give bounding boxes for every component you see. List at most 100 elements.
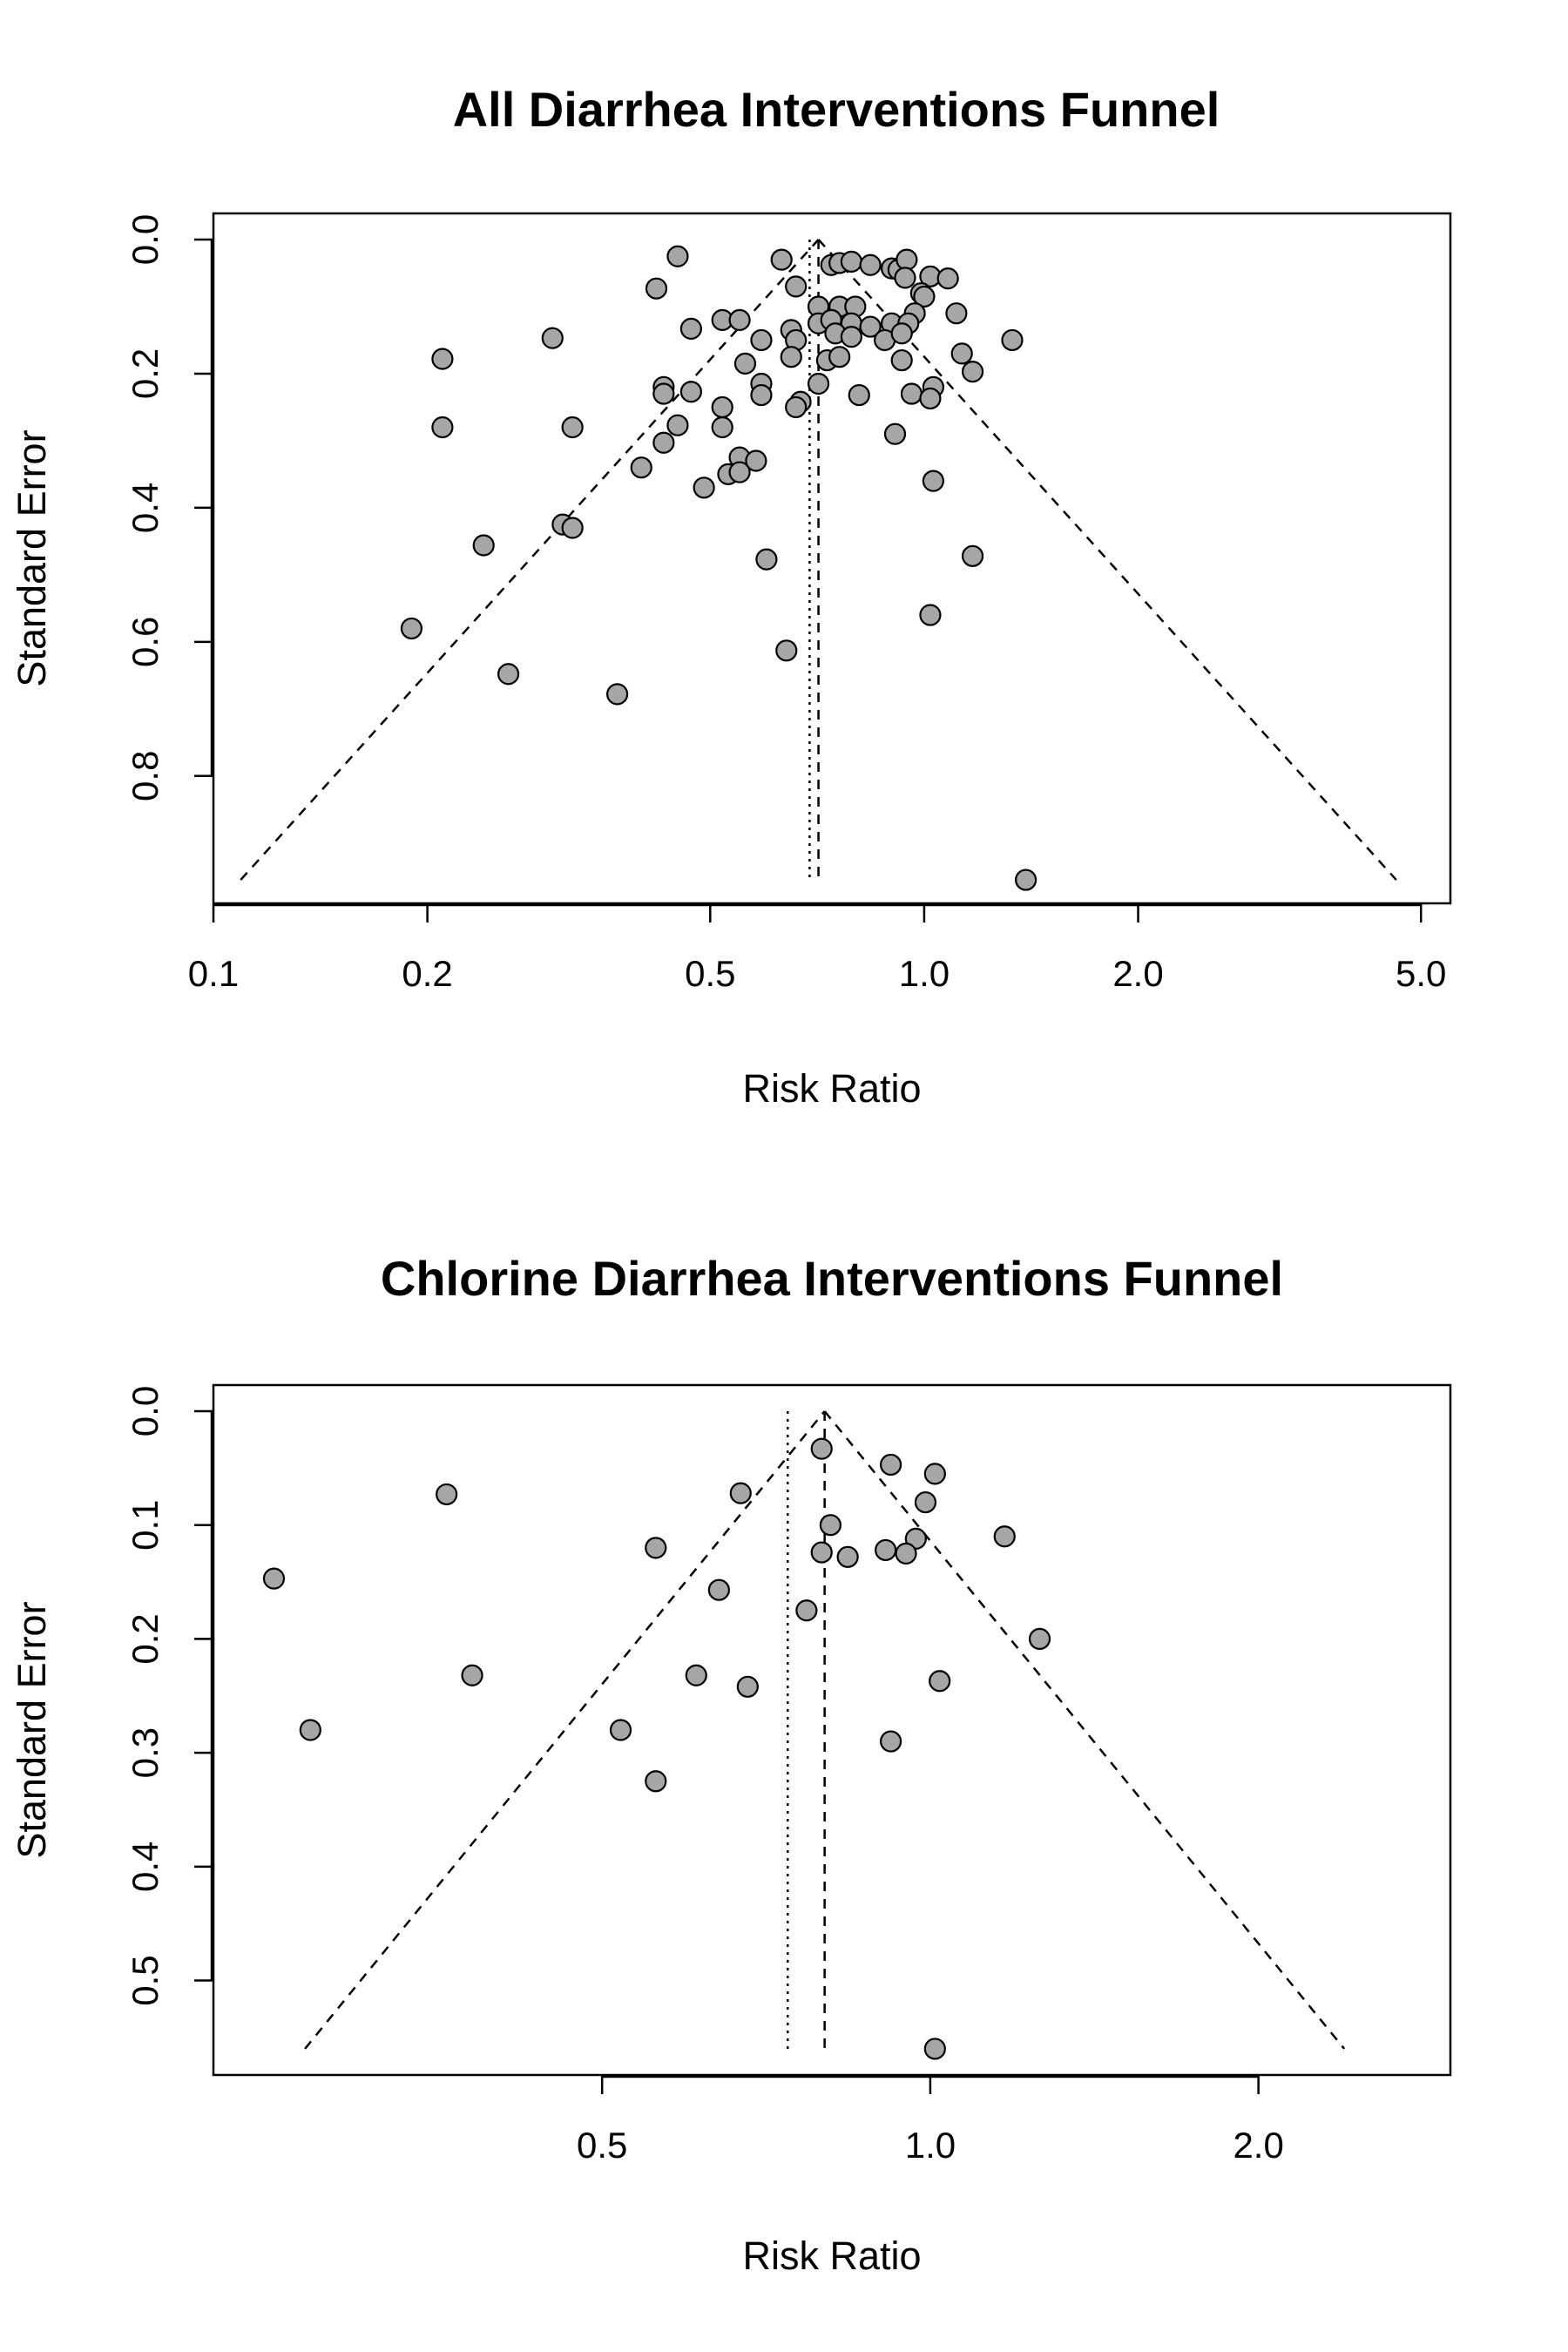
study-point [736, 1675, 759, 1698]
study-point [875, 1538, 897, 1562]
study-point [919, 604, 942, 626]
study-point [436, 1483, 458, 1506]
funnel-right-boundary [817, 239, 1397, 881]
x-axis: 0.1 0.2 0.5 1.0 2.0 5.0 [188, 903, 1446, 994]
study-point [795, 1599, 818, 1622]
study-point [859, 253, 882, 276]
study-point [400, 617, 423, 640]
study-point [950, 342, 973, 365]
study-point [750, 383, 773, 407]
study-point [299, 1719, 321, 1741]
study-point [729, 1482, 752, 1504]
study-point [666, 245, 689, 267]
y-tick-label: 0.0 [125, 214, 166, 265]
study-point [728, 461, 751, 483]
study-point [895, 1542, 917, 1565]
x-tick-label: 1.0 [899, 953, 950, 994]
y-axis-label: Standard Error [10, 1601, 54, 1858]
study-point [679, 317, 702, 340]
x-tick-label: 5.0 [1396, 953, 1446, 994]
x-tick-label: 0.5 [577, 2125, 627, 2166]
all-interventions-funnel-panel: All Diarrhea Interventions Funnel 0.1 0.2… [10, 82, 1452, 1111]
plot-frame [212, 212, 1452, 905]
study-point [922, 470, 944, 492]
y-tick-label: 0.4 [125, 483, 166, 533]
study-point [679, 381, 702, 403]
y-tick-label: 0.6 [125, 617, 166, 667]
study-point [961, 544, 984, 567]
study-point [606, 683, 629, 706]
study-point [711, 416, 733, 439]
funnel-right-boundary [823, 1410, 1346, 2050]
y-tick-label: 0.5 [125, 1955, 166, 2005]
study-point [561, 416, 584, 439]
study-point [609, 1719, 632, 1741]
x-tick-label: 0.5 [685, 953, 735, 994]
study-point [431, 416, 454, 439]
study-point [936, 267, 959, 290]
study-point [262, 1567, 286, 1590]
study-point [879, 1453, 902, 1477]
study-point [993, 1525, 1016, 1548]
chart-title: Chlorine Diarrhea Interventions Funnel [381, 1251, 1283, 1306]
study-point [745, 449, 767, 472]
study-point [785, 275, 808, 298]
study-point [780, 346, 802, 368]
study-point [497, 663, 520, 686]
study-point [431, 348, 454, 370]
study-points [400, 245, 1037, 891]
study-point [848, 383, 870, 407]
study-point [728, 308, 751, 331]
study-point [685, 1664, 707, 1686]
y-tick-label: 0.3 [125, 1727, 166, 1778]
study-point [652, 382, 675, 405]
study-point [819, 1514, 841, 1537]
study-point [666, 414, 689, 436]
study-point [711, 395, 733, 419]
study-point [785, 395, 808, 419]
study-point [836, 1545, 859, 1568]
study-point [929, 1670, 951, 1693]
study-point [859, 315, 882, 338]
study-point [561, 517, 584, 539]
x-tick-label: 0.1 [188, 953, 239, 994]
chart-title: All Diarrhea Interventions Funnel [453, 82, 1220, 137]
study-point [807, 372, 830, 395]
study-point [461, 1664, 483, 1686]
study-point [810, 1541, 833, 1564]
study-point [472, 534, 495, 557]
y-tick-label: 0.1 [125, 1500, 166, 1551]
funnel-lines [240, 239, 1397, 881]
study-point [1015, 868, 1037, 891]
study-point [945, 302, 968, 325]
study-point [645, 1770, 667, 1793]
study-point [923, 1463, 946, 1485]
study-point [750, 328, 773, 352]
x-axis: 0.5 1.0 2.0 [577, 2075, 1284, 2166]
study-point [890, 348, 913, 372]
study-point [707, 1578, 730, 1601]
study-point [775, 639, 798, 662]
x-axis-label: Risk Ratio [742, 1066, 921, 1111]
y-tick-label: 0.4 [125, 1842, 166, 1892]
study-point [894, 267, 916, 289]
study-point [810, 1437, 833, 1460]
study-point [840, 250, 862, 273]
y-tick-label: 0.0 [125, 1386, 166, 1436]
study-point [770, 248, 793, 271]
study-point [828, 346, 851, 368]
x-tick-label: 0.2 [402, 953, 452, 994]
study-point [914, 1490, 937, 1514]
y-axis: 0.0 0.2 0.4 0.6 0.8 [125, 214, 213, 801]
y-tick-label: 0.2 [125, 348, 166, 399]
plot-frame [212, 1383, 1452, 2077]
x-tick-label: 1.0 [905, 2125, 956, 2166]
y-tick-label: 0.8 [125, 751, 166, 801]
study-point [541, 327, 564, 349]
y-axis: 0.0 0.1 0.2 0.3 0.4 0.5 [125, 1386, 213, 2006]
study-point [840, 326, 862, 348]
study-point [733, 352, 757, 375]
x-axis-label: Risk Ratio [742, 2234, 921, 2278]
